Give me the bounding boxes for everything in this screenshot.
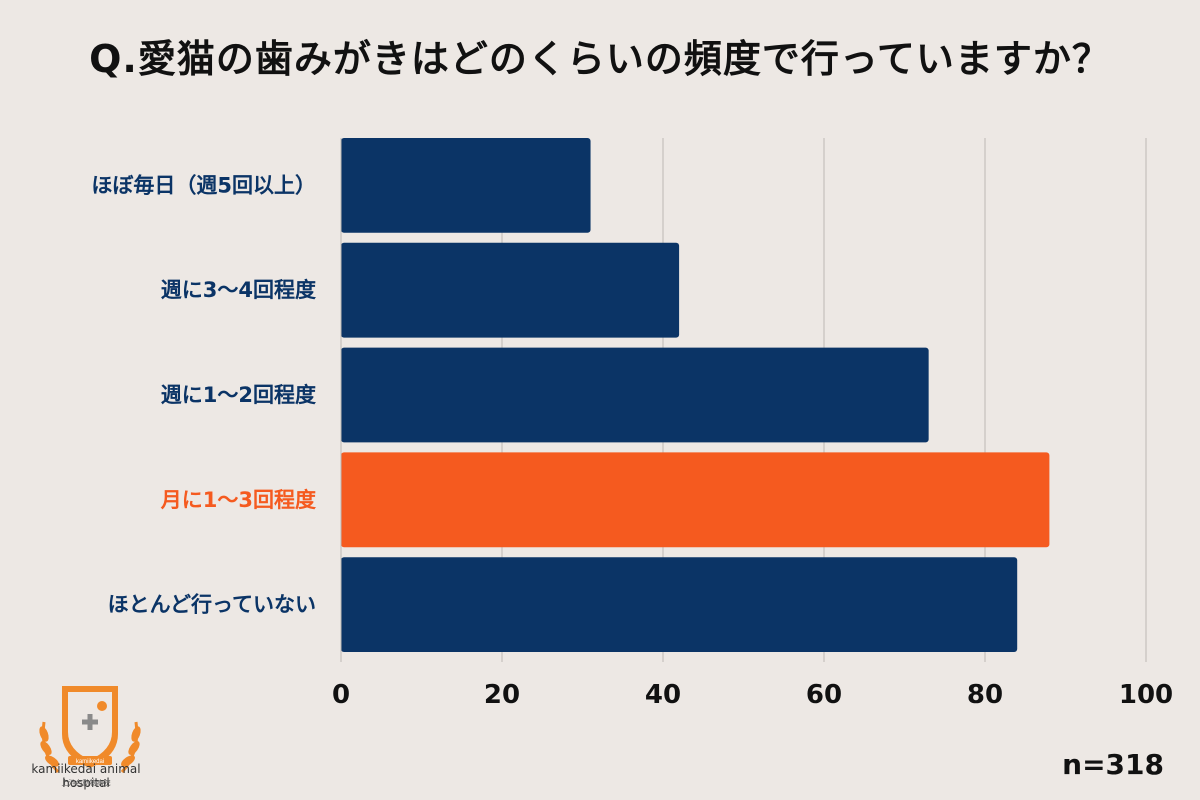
tick-label: 0 <box>332 680 350 710</box>
tick-label: 60 <box>806 680 842 710</box>
tick-label: 100 <box>1119 680 1173 710</box>
bar <box>341 452 1050 548</box>
tick-label: 40 <box>645 680 681 710</box>
chart-title: Q.愛猫の歯みがきはどのくらいの頻度で行っていますか？ <box>89 37 1111 81</box>
badge-ribbon <box>68 756 112 765</box>
badge-text: kamiikedai <box>76 759 104 765</box>
category-label: 週に1〜2回程度 <box>161 383 316 407</box>
laurel-right-icon <box>120 721 141 774</box>
category-label: ほぼ毎日（週5回以上） <box>91 173 316 197</box>
cross-icon <box>82 714 98 730</box>
bar <box>341 242 680 338</box>
laurel-left-icon <box>39 721 60 774</box>
logo-name: kamiikedai animal hospital <box>31 762 141 790</box>
sample-size-label: n=318 <box>1062 748 1164 781</box>
tick-label: 80 <box>967 680 1003 710</box>
category-label: 月に1〜3回程度 <box>160 488 316 512</box>
bar <box>341 557 1018 652</box>
hospital-logo: kamiikedai <box>39 686 141 774</box>
category-label: 週に3〜4回程度 <box>161 278 316 302</box>
tick-label: 20 <box>484 680 520 710</box>
category-label: ほとんど行っていない <box>108 593 316 617</box>
bar <box>341 138 591 233</box>
logo-subtitle: 上池台動物病院 <box>61 779 111 787</box>
pet-icon <box>97 701 107 711</box>
bar <box>341 347 929 443</box>
